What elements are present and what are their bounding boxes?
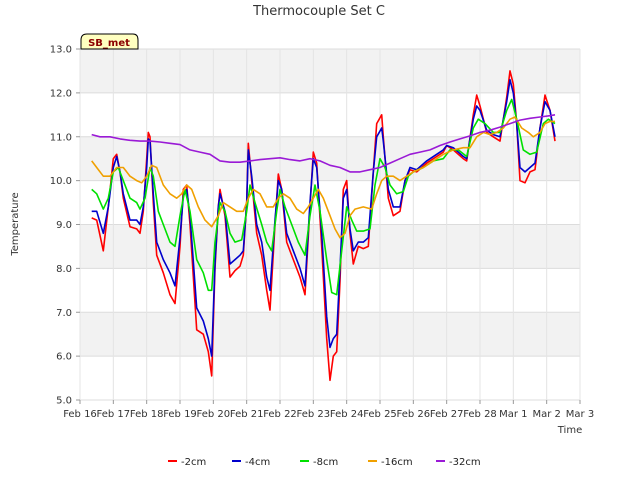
legend-label: -2cm (181, 457, 206, 468)
series-line-32cm (91, 114, 556, 173)
plot-band (80, 268, 580, 313)
legend-item-16cm: -16cm (368, 457, 413, 468)
y-tick-label: 7.0 (56, 308, 72, 319)
plot-band (80, 92, 580, 137)
legend-item-32cm: -32cm (436, 457, 481, 468)
y-axis-ticks: 5.0 6.0 7.0 8.0 9.0 10.0 11.0 12.0 13.0 (50, 45, 80, 407)
plot-band (80, 136, 580, 181)
legend-item-4cm: -4cm (232, 457, 270, 468)
legend-label: -32cm (449, 457, 481, 468)
legend-label: -8cm (313, 457, 338, 468)
x-axis-label: Time (557, 425, 582, 436)
series-lines (91, 70, 556, 382)
x-tick-label: Feb 19 (163, 409, 197, 420)
series-line-8cm (91, 98, 556, 296)
y-tick-label: 9.0 (56, 220, 72, 231)
series-line-16cm (91, 116, 555, 239)
y-axis-label: Temperature (10, 192, 21, 256)
x-tick-label: Feb 27 (430, 409, 464, 420)
x-tick-label: Mar 3 (566, 409, 594, 420)
x-axis-ticks: Feb 16 Feb 17 Feb 18 Feb 19 Feb 20 Feb 21 Feb … (63, 400, 594, 420)
x-tick-label: Feb 16 (63, 409, 97, 420)
x-tick-label: Mar 2 (532, 409, 560, 420)
legend-label: -16cm (381, 457, 413, 468)
sb-met-badge: SB_met (80, 33, 139, 50)
y-tick-label: 11.0 (50, 132, 72, 143)
x-tick-label: Feb 23 (297, 409, 331, 420)
x-tick-label: Feb 25 (363, 409, 397, 420)
badge-box (80, 33, 139, 50)
y-tick-label: 13.0 (50, 45, 72, 56)
x-tick-label: Feb 26 (397, 409, 431, 420)
x-tick-label: Feb 28 (463, 409, 497, 420)
y-tick-label: 5.0 (56, 396, 72, 407)
x-tick-label: Feb 17 (97, 409, 131, 420)
x-tick-label: Feb 20 (197, 409, 231, 420)
x-tick-label: Feb 24 (330, 409, 364, 420)
legend-item-2cm: -2cm (168, 457, 206, 468)
legend-item-8cm: -8cm (300, 457, 338, 468)
y-tick-label: 8.0 (56, 264, 72, 275)
legend: -2cm -4cm -8cm -16cm -32cm (168, 457, 481, 468)
y-tick-label: 6.0 (56, 352, 72, 363)
y-tick-label: 10.0 (50, 176, 72, 187)
plot-band (80, 312, 580, 357)
chart-title: Thermocouple Set C (252, 4, 385, 19)
legend-label: -4cm (245, 457, 270, 468)
plot-band (80, 49, 580, 93)
y-tick-label: 12.0 (50, 88, 72, 99)
x-tick-label: Mar 1 (499, 409, 527, 420)
badge-label: SB_met (88, 38, 130, 49)
x-tick-label: Feb 21 (230, 409, 264, 420)
x-tick-label: Feb 18 (130, 409, 164, 420)
x-tick-label: Feb 22 (263, 409, 297, 420)
